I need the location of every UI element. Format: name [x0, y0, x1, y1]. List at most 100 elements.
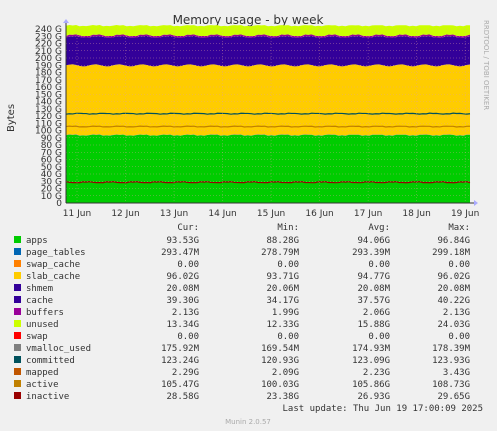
legend-cur: 175.92M — [161, 344, 200, 354]
legend-cur: 13.34G — [166, 320, 199, 330]
legend-min: 93.71G — [266, 272, 299, 282]
legend-row: buffers 2.13G 1.99G 2.06G 2.13G — [14, 308, 470, 318]
y-tick-label: 150 G — [35, 90, 62, 100]
legend-avg: 94.77G — [357, 272, 390, 282]
legend-cur: 123.24G — [161, 356, 199, 366]
legend-min: 100.03G — [261, 380, 299, 390]
legend-swatch — [14, 284, 21, 291]
x-tick-label: 16 Jun — [305, 209, 333, 219]
series-line-inactive — [65, 181, 471, 184]
legend-row: swap 0.00 0.00 0.00 0.00 — [14, 332, 470, 342]
x-tick-label: 13 Jun — [160, 209, 188, 219]
y-tick-label: 20 G — [41, 185, 62, 195]
y-axis-label: Bytes — [6, 104, 17, 132]
y-tick-label: 140 G — [35, 98, 62, 108]
x-tick-label: 11 Jun — [63, 209, 91, 219]
legend-swatch — [14, 332, 21, 339]
legend-avg: 293.39M — [352, 248, 391, 258]
legend-label: page_tables — [26, 248, 86, 258]
series-area-slab_cache — [66, 64, 470, 136]
y-tick-label: 90 G — [41, 134, 62, 144]
legend-header-avg: Avg: — [368, 223, 390, 233]
legend-min: 88.28G — [266, 236, 299, 246]
legend-avg: 0.00 — [368, 260, 390, 270]
series-area-unused — [66, 25, 470, 37]
y-tick-labels: 010 G20 G30 G40 G50 G60 G70 G80 G90 G100… — [35, 25, 62, 209]
legend-swatch — [14, 356, 21, 363]
legend-row: swap_cache 0.00 0.00 0.00 0.00 — [14, 260, 470, 270]
legend-label: unused — [26, 320, 59, 330]
legend-swatch — [14, 344, 21, 351]
axes — [63, 19, 478, 206]
legend-max: 96.02G — [437, 272, 470, 282]
legend-avg: 174.93M — [352, 344, 391, 354]
legend-cur: 39.30G — [166, 296, 199, 306]
legend-swatch — [14, 272, 21, 279]
legend-max: 299.18M — [432, 248, 471, 258]
y-tick-label: 10 G — [41, 192, 62, 202]
x-tick-label: 12 Jun — [111, 209, 139, 219]
legend-label: committed — [26, 356, 75, 366]
legend-swatch — [14, 368, 21, 375]
legend-cur: 0.00 — [177, 332, 199, 342]
legend-cur: 28.58G — [166, 392, 199, 402]
legend-swatch — [14, 260, 21, 267]
legend-max: 0.00 — [448, 260, 470, 270]
legend-label: cache — [26, 296, 53, 306]
y-tick-label: 210 G — [35, 47, 62, 57]
legend-cur: 20.08M — [166, 284, 199, 294]
rrdtool-credit: RRDTOOL / TOBI OETIKER — [482, 20, 490, 110]
y-tick-label: 40 G — [41, 170, 62, 180]
legend-label: apps — [26, 236, 48, 246]
chart-title: Memory usage - by week — [173, 13, 324, 27]
legend-min: 169.54M — [261, 344, 300, 354]
legend-swatch — [14, 248, 21, 255]
x-axis-arrow — [474, 200, 478, 206]
legend-label: inactive — [26, 392, 69, 402]
legend-row: committed 123.24G 120.93G 123.09G 123.93G — [14, 356, 470, 366]
legend-max: 123.93G — [432, 356, 470, 366]
legend-swatch — [14, 308, 21, 315]
legend-min: 2.09G — [272, 368, 299, 378]
legend-max: 178.39M — [432, 344, 471, 354]
x-tick-labels: 11 Jun 12 Jun 13 Jun 14 Jun 15 Jun 16 Jun 17 J… — [63, 209, 480, 219]
legend-header-min: Min: — [277, 223, 299, 233]
legend-header: Cur: Min: Avg: Max: — [177, 223, 470, 233]
legend-row: active 105.47G 100.03G 105.86G 108.73G — [14, 380, 470, 390]
legend-cur: 2.13G — [172, 308, 199, 318]
y-tick-label: 70 G — [41, 148, 62, 158]
y-tick-label: 80 G — [41, 141, 62, 151]
y-axis-arrow — [63, 19, 69, 23]
legend-max: 0.00 — [448, 332, 470, 342]
y-tick-label: 220 G — [35, 40, 62, 50]
x-tick-label: 15 Jun — [257, 209, 285, 219]
y-tick-label: 180 G — [35, 69, 62, 79]
y-tick-label: 160 G — [35, 83, 62, 93]
legend-avg: 37.57G — [357, 296, 390, 306]
series-area-page_tables — [66, 134, 470, 136]
legend-row: unused 13.34G 12.33G 15.88G 24.03G — [14, 320, 470, 330]
legend-row: apps 93.53G 88.28G 94.06G 96.84G — [14, 236, 470, 246]
legend-row: page_tables 293.47M 278.79M 293.39M 299.18M — [14, 248, 471, 258]
legend-label: active — [26, 380, 59, 390]
series-area-cache — [66, 35, 470, 67]
legend-max: 40.22G — [437, 296, 470, 306]
y-tick-label: 130 G — [35, 105, 62, 115]
x-tick-label: 18 Jun — [402, 209, 430, 219]
legend-label: shmem — [26, 284, 53, 294]
series-line-committed — [65, 112, 471, 115]
y-tick-label: 0 — [56, 199, 62, 209]
y-tick-label: 110 G — [35, 119, 62, 129]
legend-row: inactive 28.58G 23.38G 26.93G 29.65G — [14, 392, 470, 402]
legend-row: mapped 2.29G 2.09G 2.23G 3.43G — [14, 368, 470, 378]
legend-swatch — [14, 236, 21, 243]
y-tick-label: 100 G — [35, 127, 62, 137]
legend-cur: 293.47M — [161, 248, 200, 258]
legend-swatch — [14, 296, 21, 303]
legend-avg: 94.06G — [357, 236, 390, 246]
legend-min: 0.00 — [277, 332, 299, 342]
legend-cur: 2.29G — [172, 368, 199, 378]
y-tick-label: 170 G — [35, 76, 62, 86]
legend-label: buffers — [26, 308, 64, 318]
legend-swatch — [14, 392, 21, 399]
